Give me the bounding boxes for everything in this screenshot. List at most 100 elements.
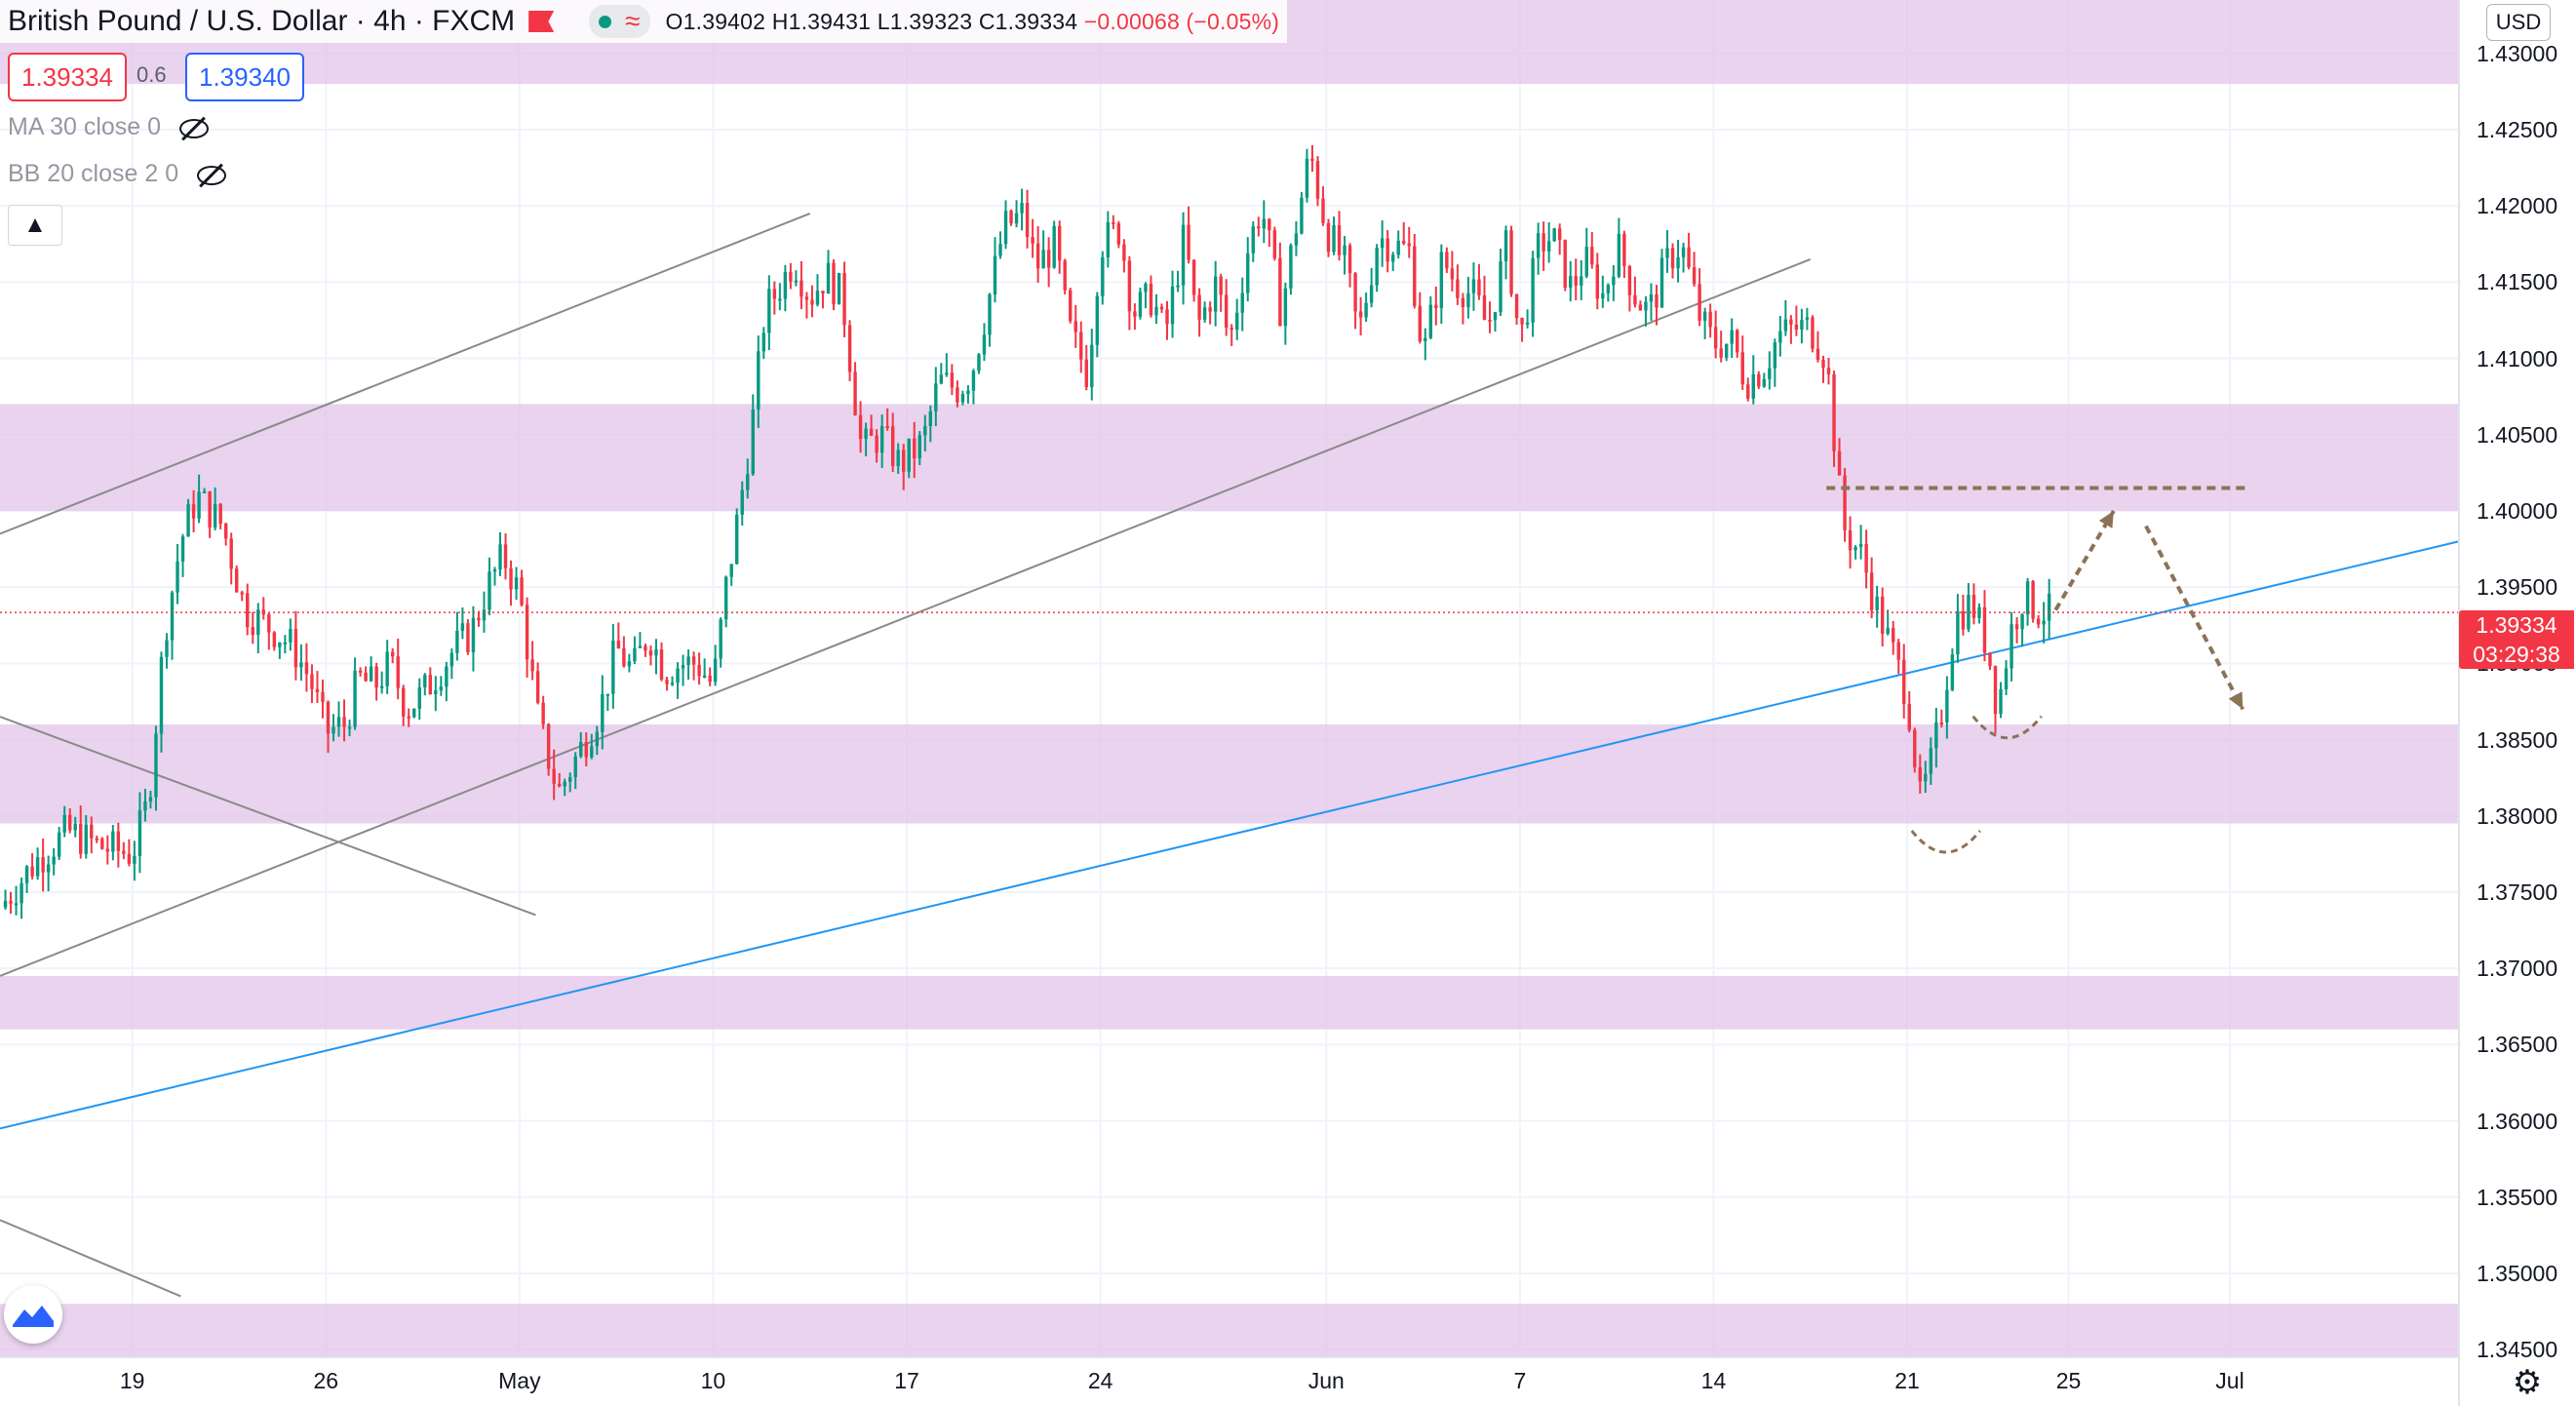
candle-body [1402, 240, 1406, 244]
candle-body [1736, 330, 1739, 353]
candle-body [1542, 233, 1545, 252]
candle-body [73, 823, 77, 831]
candle-body [1326, 222, 1331, 253]
candle-body [30, 866, 34, 877]
candle-body [498, 544, 502, 570]
symbol-title[interactable]: British Pound / U.S. Dollar · 4h · FXCM [8, 5, 516, 37]
candle-body [928, 410, 933, 426]
candle-body [84, 824, 88, 854]
chevron-up-icon: ▲ [23, 212, 47, 238]
candle-body [1278, 257, 1282, 327]
collapse-indicators-button[interactable]: ▲ [8, 205, 62, 246]
candle-body [116, 831, 121, 851]
currency-button[interactable]: USD [2486, 4, 2551, 41]
candle-body [1971, 595, 1976, 618]
wave-icon: ≈ [625, 6, 641, 36]
price-axis-label: 1.40500 [2477, 421, 2558, 448]
sell-button[interactable]: 1.39334 [8, 53, 127, 101]
candle-body [1967, 595, 1971, 630]
candle-body [1546, 241, 1551, 252]
candle-body [1655, 293, 1659, 308]
candle-body [1116, 223, 1121, 245]
candle-body [1073, 321, 1077, 332]
candle-body [1202, 307, 1207, 320]
price-axis-label: 1.34500 [2477, 1337, 2558, 1363]
indicator-ma[interactable]: MA 30 close 0 [8, 113, 210, 141]
candle-body [2004, 668, 2009, 689]
candle-body [1003, 211, 1008, 245]
candle-body [1649, 293, 1654, 302]
buy-button[interactable]: 1.39340 [185, 53, 304, 101]
candle-body [1783, 319, 1788, 332]
candle-body [869, 428, 874, 436]
candle-body [1445, 252, 1449, 269]
candle-body [52, 856, 56, 865]
candle-body [57, 832, 61, 857]
candle-body [1031, 237, 1034, 244]
market-open-dot-icon [599, 15, 612, 28]
status-pill[interactable]: ≈ [589, 5, 650, 38]
candle-body [1386, 238, 1389, 262]
candle-body [535, 671, 540, 703]
candle-body [1499, 260, 1503, 313]
candle-body [702, 675, 707, 678]
candle-body [966, 390, 970, 395]
hidden-eye-icon[interactable] [176, 115, 210, 140]
candle-body [3, 900, 8, 908]
candle-body [1332, 225, 1336, 253]
candle-body [35, 857, 40, 877]
candle-body [246, 593, 250, 628]
candle-body [1768, 368, 1772, 379]
candle-body [1918, 766, 1922, 782]
time-axis-label: 21 [1894, 1368, 1920, 1393]
time-axis-label: 25 [2055, 1368, 2082, 1393]
candle-body [170, 592, 175, 641]
candle-body [595, 731, 600, 747]
candle-body [1569, 276, 1573, 289]
candle-body [1789, 319, 1793, 325]
candle-body [272, 632, 277, 647]
candle-body [853, 371, 857, 415]
candle-body [9, 900, 13, 904]
candle-body [1127, 260, 1132, 312]
candle-body [552, 768, 556, 784]
candle-body [1321, 198, 1325, 223]
candle-body [1805, 317, 1810, 321]
candle-body [659, 649, 664, 681]
hidden-eye-icon[interactable] [194, 162, 227, 187]
candle-body [821, 291, 825, 294]
candle-body [1525, 322, 1530, 325]
candle-body [466, 623, 470, 653]
candle-body [197, 491, 201, 519]
candle-body [1601, 293, 1605, 299]
candle-body [251, 627, 254, 636]
candle-body [412, 708, 416, 718]
candle-body [315, 688, 320, 692]
candle-body [1014, 213, 1019, 224]
candle-body [1531, 257, 1535, 323]
candle-body [2031, 581, 2035, 619]
candle-body [218, 504, 222, 525]
time-axis-label: 7 [1513, 1368, 1527, 1393]
candle-body [1815, 348, 1820, 361]
candle-body [1595, 264, 1600, 299]
candle-body [1343, 245, 1347, 255]
candle-body [1746, 384, 1750, 399]
tradingview-logo[interactable] [4, 1285, 62, 1344]
candle-body [1305, 158, 1309, 198]
candle-body [1084, 359, 1088, 388]
candle-body [633, 647, 637, 662]
settings-gear-icon[interactable]: ⚙ [2512, 1364, 2543, 1401]
candle-body [223, 524, 228, 539]
flag-icon[interactable] [528, 11, 555, 32]
candle-body [1773, 342, 1777, 369]
candle-body [143, 801, 147, 811]
candle-body [1424, 337, 1427, 342]
candle-body [267, 614, 271, 633]
candle-body [374, 666, 378, 688]
candle-body [1719, 348, 1723, 358]
indicator-bb[interactable]: BB 20 close 2 0 [8, 160, 227, 188]
candle-body [697, 664, 701, 677]
candle-body [1149, 283, 1153, 316]
